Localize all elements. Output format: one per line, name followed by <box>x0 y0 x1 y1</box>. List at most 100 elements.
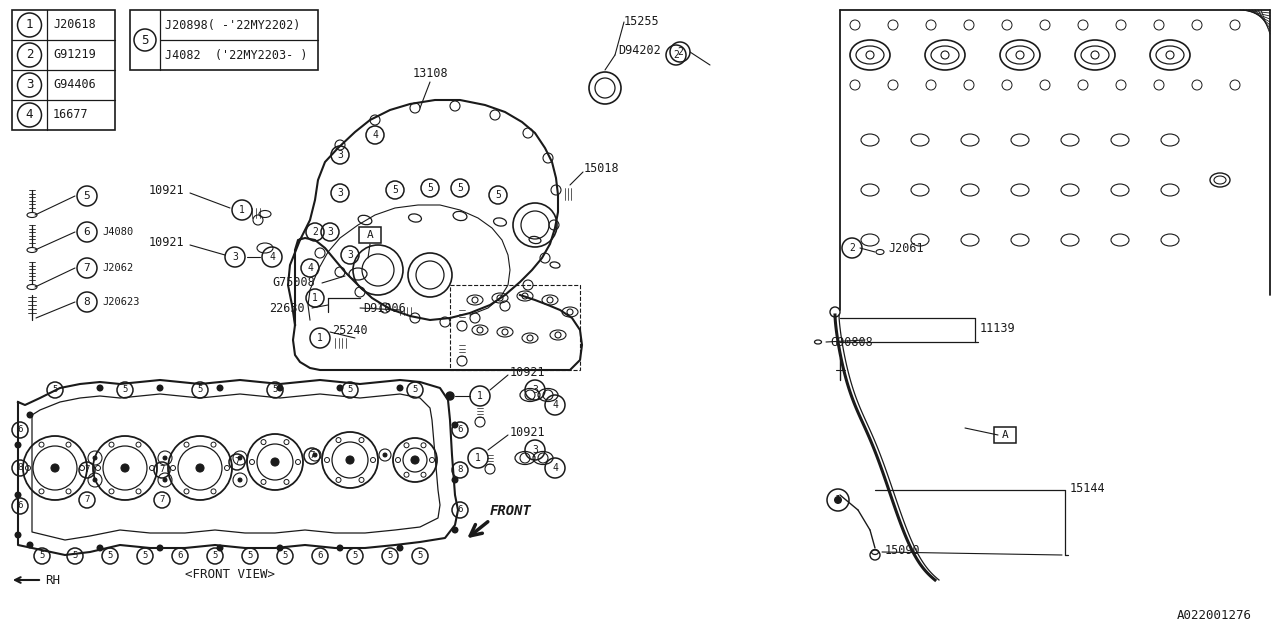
Circle shape <box>337 385 343 392</box>
Text: 5: 5 <box>388 552 393 561</box>
Circle shape <box>835 496 842 504</box>
Text: 5: 5 <box>273 385 278 394</box>
Text: J2061: J2061 <box>888 241 924 255</box>
Text: G91219: G91219 <box>52 49 96 61</box>
Text: 5: 5 <box>347 385 353 394</box>
Text: 1: 1 <box>312 293 317 303</box>
Circle shape <box>156 385 164 392</box>
Text: 5: 5 <box>141 33 148 47</box>
Text: 1: 1 <box>239 205 244 215</box>
Circle shape <box>163 456 166 460</box>
Text: 5: 5 <box>417 552 422 561</box>
Text: 10921: 10921 <box>148 236 184 248</box>
Text: 5: 5 <box>457 183 463 193</box>
Text: 10921: 10921 <box>509 365 545 378</box>
Circle shape <box>452 527 458 534</box>
Circle shape <box>452 477 458 483</box>
Text: 1: 1 <box>475 453 481 463</box>
Text: 25240: 25240 <box>332 323 367 337</box>
Text: 8: 8 <box>18 463 23 472</box>
Circle shape <box>27 412 33 419</box>
Text: <FRONT VIEW>: <FRONT VIEW> <box>186 568 275 582</box>
Circle shape <box>314 453 317 457</box>
Text: 3: 3 <box>337 188 343 198</box>
Bar <box>451 285 580 370</box>
Text: 2: 2 <box>677 47 684 57</box>
Text: A: A <box>366 230 374 240</box>
Text: J4080: J4080 <box>102 227 133 237</box>
Circle shape <box>346 456 355 464</box>
Text: 5: 5 <box>52 385 58 394</box>
Text: 3: 3 <box>532 445 538 455</box>
Text: 6: 6 <box>457 426 462 435</box>
Text: 5: 5 <box>412 385 417 394</box>
Text: 7: 7 <box>159 465 165 474</box>
Text: J4082  ('22MY2203- ): J4082 ('22MY2203- ) <box>165 49 307 61</box>
Text: 10921: 10921 <box>509 426 545 438</box>
Text: 3: 3 <box>347 250 353 260</box>
Text: 15018: 15018 <box>584 161 620 175</box>
Text: J20898( -'22MY2202): J20898( -'22MY2202) <box>165 19 301 31</box>
Text: 5: 5 <box>142 552 147 561</box>
Circle shape <box>122 464 129 472</box>
Text: G94406: G94406 <box>52 79 96 92</box>
Text: 5: 5 <box>123 385 128 394</box>
Text: 3: 3 <box>26 79 33 92</box>
Circle shape <box>337 545 343 552</box>
Text: J2062: J2062 <box>102 263 133 273</box>
Text: 4: 4 <box>552 463 558 473</box>
Text: 3: 3 <box>232 252 238 262</box>
Circle shape <box>96 385 104 392</box>
Text: D91006: D91006 <box>364 301 406 314</box>
Text: 15144: 15144 <box>1070 481 1106 495</box>
Text: 1: 1 <box>835 495 841 505</box>
Circle shape <box>276 385 283 392</box>
Text: 8: 8 <box>457 465 462 474</box>
Text: 5: 5 <box>247 552 252 561</box>
Text: 7: 7 <box>84 495 90 504</box>
Text: 4: 4 <box>307 263 312 273</box>
Circle shape <box>93 478 97 482</box>
Circle shape <box>271 458 279 466</box>
Text: 6: 6 <box>83 227 91 237</box>
Circle shape <box>196 464 204 472</box>
Text: A: A <box>1002 430 1009 440</box>
Text: 1: 1 <box>26 19 33 31</box>
Circle shape <box>27 541 33 548</box>
Text: 6: 6 <box>457 506 462 515</box>
Text: 6: 6 <box>317 552 323 561</box>
Circle shape <box>383 453 387 457</box>
Text: 7: 7 <box>310 451 315 461</box>
Text: 2: 2 <box>312 227 317 237</box>
Text: 11139: 11139 <box>980 321 1015 335</box>
Circle shape <box>93 456 97 460</box>
Circle shape <box>51 464 59 472</box>
Text: 3: 3 <box>532 385 538 395</box>
Circle shape <box>397 385 403 392</box>
Text: 6: 6 <box>18 502 23 511</box>
Circle shape <box>238 456 242 460</box>
Bar <box>358 227 381 243</box>
Text: 4: 4 <box>269 252 275 262</box>
Text: J20623: J20623 <box>102 297 140 307</box>
Text: FRONT: FRONT <box>490 504 532 518</box>
Text: 5: 5 <box>283 552 288 561</box>
Text: 13108: 13108 <box>412 67 448 80</box>
Text: 5: 5 <box>40 552 45 561</box>
Circle shape <box>276 545 283 552</box>
Text: 2: 2 <box>26 49 33 61</box>
Text: 16677: 16677 <box>52 109 88 122</box>
Circle shape <box>445 392 454 400</box>
Text: 7: 7 <box>159 495 165 504</box>
Text: 6: 6 <box>178 552 183 561</box>
Text: 5: 5 <box>392 185 398 195</box>
Text: 5: 5 <box>72 552 78 561</box>
Text: J20618: J20618 <box>52 19 96 31</box>
Circle shape <box>216 545 224 552</box>
Text: 5: 5 <box>428 183 433 193</box>
Circle shape <box>14 492 22 499</box>
Circle shape <box>397 545 403 552</box>
Text: 2: 2 <box>673 50 678 60</box>
Circle shape <box>163 478 166 482</box>
Text: 2: 2 <box>849 243 855 253</box>
